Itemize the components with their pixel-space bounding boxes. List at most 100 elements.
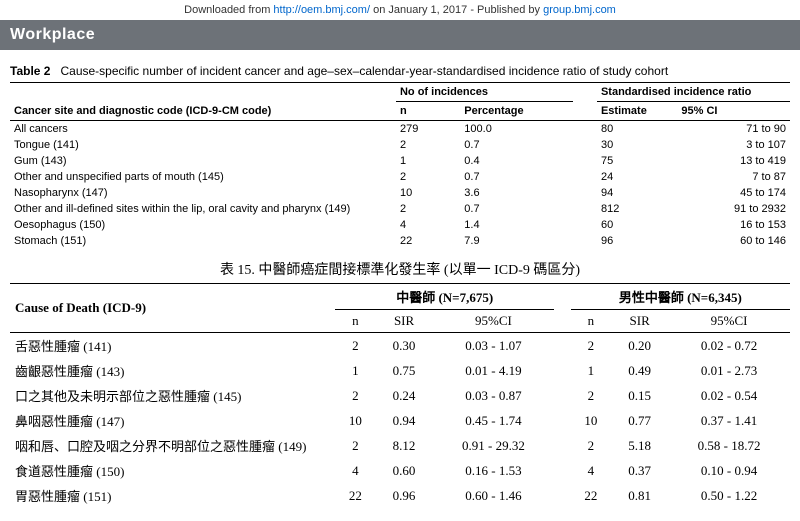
table3-col-cause: Cause of Death (ICD-9) (10, 284, 335, 333)
cell-cause: 胃惡性腫瘤 (151) (10, 483, 335, 508)
workplace-label: Workplace (10, 26, 95, 43)
cell-cause: Other and ill-defined sites within the l… (10, 201, 396, 217)
cell-est: 24 (597, 169, 677, 185)
cell-n1: 22 (335, 483, 376, 508)
table-row: Other and ill-defined sites within the l… (10, 201, 790, 217)
table-row: 鼻咽惡性腫瘤 (147)100.940.45 - 1.74100.770.37 … (10, 408, 790, 433)
cell-sir1: 8.12 (376, 433, 433, 458)
cell-cause: All cancers (10, 121, 396, 138)
table2-col-group2: Standardised incidence ratio (597, 83, 790, 102)
table2-title: Table 2 Cause-specific number of inciden… (10, 58, 790, 83)
cell-n: 2 (396, 169, 460, 185)
table-row: Tongue (141)20.7303 to 107 (10, 137, 790, 153)
cell-n: 2 (396, 201, 460, 217)
cell-sir1: 0.60 (376, 458, 433, 483)
cell-cause: Nasopharynx (147) (10, 185, 396, 201)
table3-section: 表 15. 中醫師癌症間接標準化發生率 (以單一 ICD-9 碼區分) Caus… (0, 255, 800, 508)
cell-ci2: 0.10 - 0.94 (668, 458, 790, 483)
cell-cause: 口之其他及未明示部位之惡性腫瘤 (145) (10, 383, 335, 408)
cell-ci2: 0.37 - 1.41 (668, 408, 790, 433)
cell-n: 279 (396, 121, 460, 138)
cell-cause: 鼻咽惡性腫瘤 (147) (10, 408, 335, 433)
table2-title-bold: Table 2 (10, 64, 50, 78)
cell-ci: 7 to 87 (677, 169, 790, 185)
cell-ci2: 0.02 - 0.72 (668, 333, 790, 359)
table-row: 齒齦惡性腫瘤 (143)10.750.01 - 4.1910.490.01 - … (10, 358, 790, 383)
table2-header-row2: Cancer site and diagnostic code (ICD-9-C… (10, 102, 790, 121)
cell-ci2: 0.02 - 0.54 (668, 383, 790, 408)
table-row: 咽和唇、口腔及咽之分界不明部位之惡性腫瘤 (149)28.120.91 - 29… (10, 433, 790, 458)
cell-n1: 2 (335, 433, 376, 458)
download-url[interactable]: http://oem.bmj.com/ (273, 4, 370, 16)
cell-n2: 22 (571, 483, 612, 508)
table-row: Stomach (151)227.99660 to 146 (10, 233, 790, 249)
cell-n: 2 (396, 137, 460, 153)
cell-ci1: 0.16 - 1.53 (432, 458, 554, 483)
table3-col-sir1: SIR (376, 310, 433, 333)
cell-pct: 0.7 (460, 201, 573, 217)
table-row: 舌惡性腫瘤 (141)20.300.03 - 1.0720.200.02 - 0… (10, 333, 790, 359)
cell-n1: 2 (335, 333, 376, 359)
cell-cause: 食道惡性腫瘤 (150) (10, 458, 335, 483)
cell-sir2: 0.81 (611, 483, 668, 508)
cell-cause: Oesophagus (150) (10, 217, 396, 233)
cell-ci: 91 to 2932 (677, 201, 790, 217)
table-row: Nasopharynx (147)103.69445 to 174 (10, 185, 790, 201)
cell-sir1: 0.96 (376, 483, 433, 508)
table3-col-n2: n (571, 310, 612, 333)
table2-col-n: n (396, 102, 460, 121)
cell-n1: 2 (335, 383, 376, 408)
cell-cause: 齒齦惡性腫瘤 (143) (10, 358, 335, 383)
cell-est: 812 (597, 201, 677, 217)
table-row: 口之其他及未明示部位之惡性腫瘤 (145)20.240.03 - 0.8720.… (10, 383, 790, 408)
cell-cause: 咽和唇、口腔及咽之分界不明部位之惡性腫瘤 (149) (10, 433, 335, 458)
cell-n: 1 (396, 153, 460, 169)
cell-ci: 16 to 153 (677, 217, 790, 233)
cell-ci1: 0.91 - 29.32 (432, 433, 554, 458)
cell-pct: 100.0 (460, 121, 573, 138)
table2-col-cause: Cancer site and diagnostic code (ICD-9-C… (10, 102, 396, 121)
cell-est: 80 (597, 121, 677, 138)
table-row: 胃惡性腫瘤 (151)220.960.60 - 1.46220.810.50 -… (10, 483, 790, 508)
table2-col-est: Estimate (597, 102, 677, 121)
cell-n2: 2 (571, 433, 612, 458)
cell-cause: Other and unspecified parts of mouth (14… (10, 169, 396, 185)
cell-n1: 10 (335, 408, 376, 433)
cell-pct: 0.4 (460, 153, 573, 169)
cell-pct: 0.7 (460, 169, 573, 185)
download-line: Downloaded from http://oem.bmj.com/ on J… (0, 0, 800, 20)
cell-pct: 7.9 (460, 233, 573, 249)
cell-n: 22 (396, 233, 460, 249)
cell-ci2: 0.50 - 1.22 (668, 483, 790, 508)
table3-col-sir2: SIR (611, 310, 668, 333)
cell-ci: 45 to 174 (677, 185, 790, 201)
cell-n1: 1 (335, 358, 376, 383)
table3-col-group2: 男性中醫師 (N=6,345) (571, 284, 790, 310)
table-row: 食道惡性腫瘤 (150)40.600.16 - 1.5340.370.10 - … (10, 458, 790, 483)
table-row: All cancers279100.0 8071 to 90 (10, 121, 790, 138)
cell-n2: 4 (571, 458, 612, 483)
cell-est: 60 (597, 217, 677, 233)
table2: No of incidences Standardised incidence … (10, 83, 790, 249)
table-row: Other and unspecified parts of mouth (14… (10, 169, 790, 185)
cell-cause: Stomach (151) (10, 233, 396, 249)
download-publisher[interactable]: group.bmj.com (543, 4, 616, 16)
cell-ci: 60 to 146 (677, 233, 790, 249)
table2-section: Table 2 Cause-specific number of inciden… (0, 50, 800, 249)
cell-n2: 10 (571, 408, 612, 433)
table3: Cause of Death (ICD-9) 中醫師 (N=7,675) 男性中… (10, 283, 790, 508)
cell-sir2: 0.37 (611, 458, 668, 483)
cell-ci: 71 to 90 (677, 121, 790, 138)
cell-sir2: 0.77 (611, 408, 668, 433)
cell-n1: 4 (335, 458, 376, 483)
cell-pct: 1.4 (460, 217, 573, 233)
cell-n: 4 (396, 217, 460, 233)
table3-title: 表 15. 中醫師癌症間接標準化發生率 (以單一 ICD-9 碼區分) (10, 255, 790, 283)
cell-sir1: 0.30 (376, 333, 433, 359)
table-row: Oesophagus (150)41.4 6016 to 153 (10, 217, 790, 233)
cell-sir2: 0.49 (611, 358, 668, 383)
cell-sir1: 0.24 (376, 383, 433, 408)
cell-ci1: 0.45 - 1.74 (432, 408, 554, 433)
cell-n2: 2 (571, 333, 612, 359)
table3-col-ci2: 95%CI (668, 310, 790, 333)
